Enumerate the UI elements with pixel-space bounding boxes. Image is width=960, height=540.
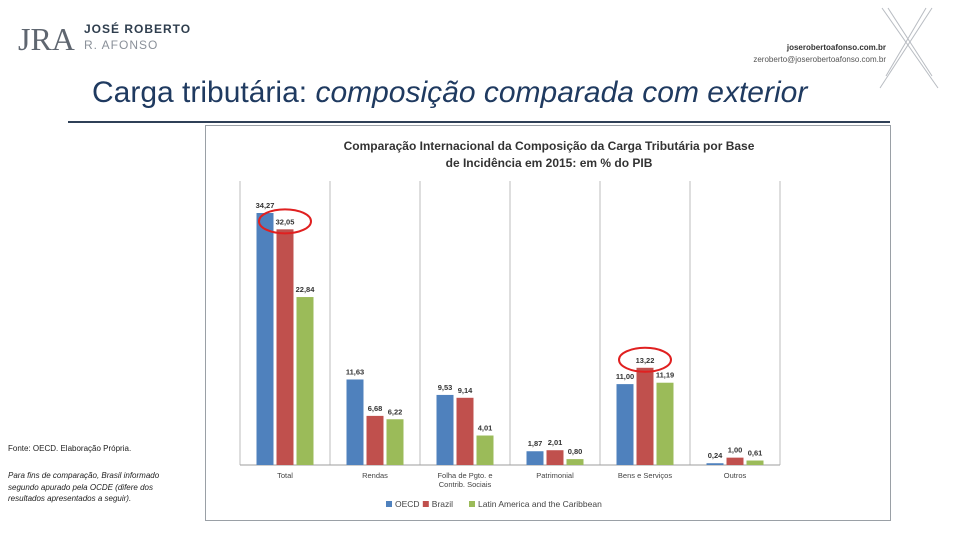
data-label: 11,00	[616, 372, 634, 381]
bar-oecd-0	[256, 213, 274, 465]
svg-text:JRA: JRA	[18, 21, 75, 57]
bar-oecd-1	[346, 379, 364, 465]
legend-label: Brazil	[432, 499, 453, 509]
bar-latin-america-and-the-caribbean-4	[656, 382, 674, 465]
title-divider	[68, 121, 890, 123]
legend-swatch	[422, 501, 429, 507]
data-label: 34,27	[256, 201, 275, 210]
bar-latin-america-and-the-caribbean-5	[746, 460, 764, 465]
data-label: 4,01	[478, 424, 493, 433]
bar-brazil-2	[456, 397, 474, 465]
data-label: 1,00	[728, 446, 743, 455]
brand-subname: R. AFONSO	[84, 38, 159, 52]
bar-brazil-5	[726, 457, 744, 465]
category-label: Contrib. Sociais	[439, 480, 492, 489]
highlight-circle	[618, 346, 672, 373]
category-label: Bens e Serviços	[618, 471, 672, 480]
data-label: 6,22	[388, 407, 403, 416]
bar-oecd-2	[436, 394, 454, 465]
bar-oecd-5	[706, 463, 724, 465]
slide-title-emphasis: composição comparada com exterior	[315, 76, 808, 109]
highlight-circle	[258, 208, 312, 235]
data-label: 9,53	[438, 383, 453, 392]
chart-frame: Comparação Internacional da Composição d…	[205, 125, 891, 521]
data-label: 1,87	[528, 439, 543, 448]
data-label: 0,24	[708, 451, 723, 460]
bar-latin-america-and-the-caribbean-1	[386, 419, 404, 465]
chart-title-line2: de Incidência em 2015: em % do PIB	[446, 156, 653, 170]
slide-title-main: Carga tributária:	[92, 76, 316, 109]
bar-latin-america-and-the-caribbean-2	[476, 435, 494, 465]
comparison-note: Para fins de comparação, Brasil informad…	[8, 471, 160, 503]
data-label: 13,22	[636, 356, 655, 365]
data-label: 11,19	[656, 371, 674, 380]
bar-oecd-3	[526, 451, 544, 465]
data-label: 22,84	[296, 285, 316, 294]
bar-latin-america-and-the-caribbean-3	[566, 459, 584, 465]
bar-brazil-0	[276, 229, 294, 465]
bar-brazil-1	[366, 415, 384, 465]
decorative-x-icon	[879, 7, 939, 89]
data-label: 0,61	[748, 449, 763, 458]
data-label: 32,05	[276, 217, 295, 226]
brand-monogram: JRA	[18, 21, 75, 57]
data-label: 11,63	[346, 367, 364, 376]
category-label: Total	[277, 471, 293, 480]
brand-name: JOSÉ ROBERTO	[84, 22, 192, 36]
contact-email: zeroberto@joserobertoafonso.com.br	[753, 55, 886, 64]
brand-logo: JRA JOSÉ ROBERTO R. AFONSO	[16, 18, 216, 62]
legend-label: Latin America and the Caribbean	[478, 499, 602, 509]
data-label: 0,80	[568, 447, 583, 456]
category-label: Rendas	[362, 471, 388, 480]
bar-brazil-4	[636, 367, 654, 465]
bar-latin-america-and-the-caribbean-0	[296, 297, 314, 465]
chart-title-line1: Comparação Internacional da Composição d…	[344, 139, 755, 153]
bar-chart: Comparação Internacional da Composição d…	[239, 139, 781, 509]
category-label: Folha de Pgto. e	[437, 471, 492, 480]
data-label: 2,01	[548, 438, 563, 447]
data-label: 9,14	[458, 386, 473, 395]
bar-brazil-3	[546, 450, 564, 465]
contact-block: joserobertoafonso.com.br zeroberto@joser…	[753, 42, 886, 66]
category-label: Patrimonial	[536, 471, 574, 480]
category-label: Outros	[724, 471, 747, 480]
legend-swatch	[469, 501, 475, 507]
legend-label: OECD	[395, 499, 420, 509]
data-label: 6,68	[368, 404, 383, 413]
bar-oecd-4	[616, 384, 634, 465]
slide-title: Carga tributária: composição comparada c…	[92, 76, 807, 110]
contact-site: joserobertoafonso.com.br	[786, 43, 886, 52]
legend-swatch	[386, 501, 392, 507]
source-note: Fonte: OECD. Elaboração Própria.	[8, 444, 132, 453]
